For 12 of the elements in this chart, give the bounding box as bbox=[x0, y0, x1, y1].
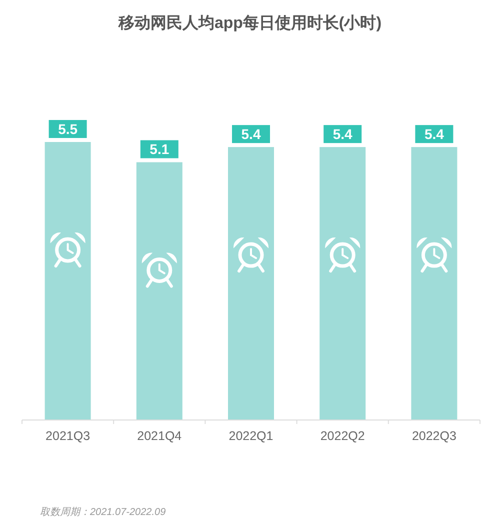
annotation: 取数周期：2021.07-2022.09 bbox=[40, 507, 166, 518]
title: 移动网民人均app每日使用时长(小时) bbox=[118, 15, 382, 32]
data-label: 5.1 bbox=[150, 141, 170, 158]
x-tick-label: 2022Q1 bbox=[228, 429, 274, 443]
data-label: 5.5 bbox=[58, 121, 78, 137]
x-tick-label: 2022Q3 bbox=[412, 429, 456, 443]
data-label: 5.4 bbox=[332, 126, 352, 142]
x-tick-label: 2022Q2 bbox=[320, 429, 365, 443]
data-label: 5.4 bbox=[424, 126, 444, 142]
data-label: 5.4 bbox=[241, 126, 261, 142]
x-tick-label: 2021Q3 bbox=[46, 429, 90, 443]
x-tick-label: 2021Q4 bbox=[137, 429, 182, 443]
